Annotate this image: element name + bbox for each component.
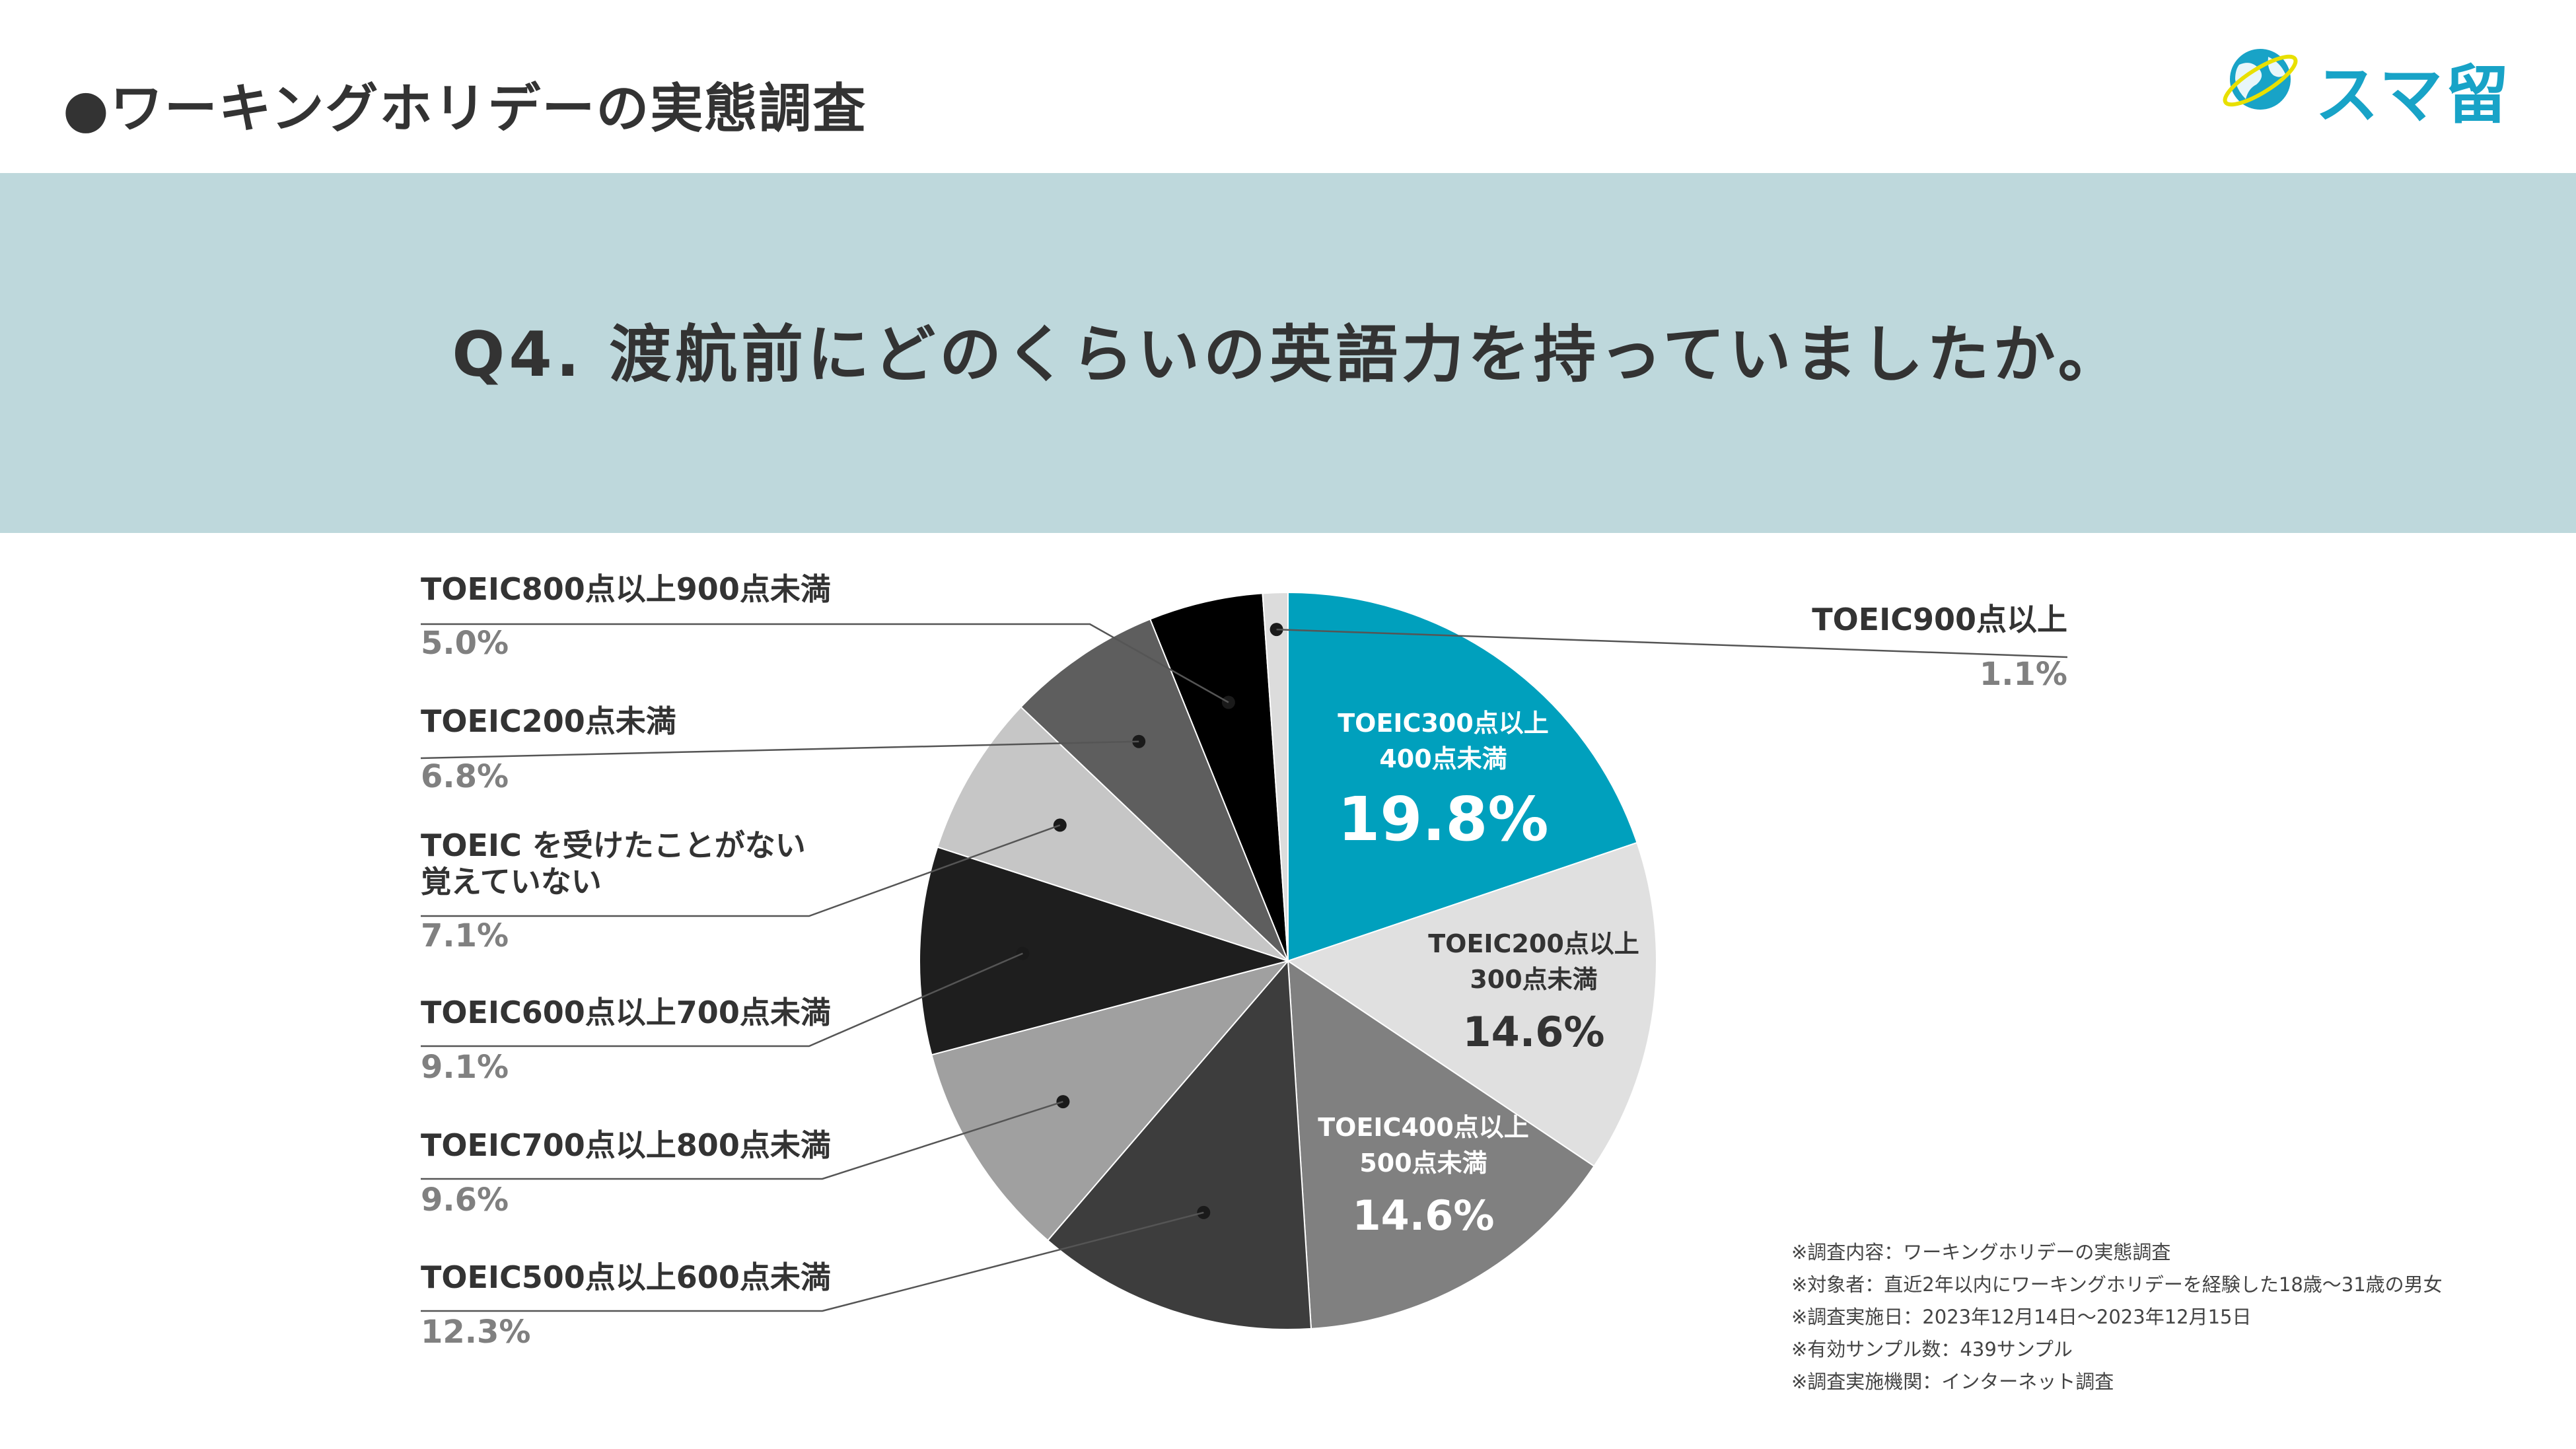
pie-slice-6 [937,706,1289,962]
callout-label-value-5: 9.1% [421,1049,509,1086]
callout-label-name-6: TOEIC を受けたことがない [421,828,806,863]
callout-label-name-9: TOEIC900点以上 [1812,602,2067,637]
slice-label-name-line2-0: 400点未満 [1379,744,1507,773]
pie-slice-5 [919,846,1291,1056]
note-agency: ※調査実施機関：インターネット調査 [1791,1370,2114,1393]
callout-label-name-4: TOEIC700点以上800点未満 [421,1127,831,1163]
question-banner: Q4. 渡航前にどのくらいの英語力を持っていましたか。 [0,173,2576,533]
callout-label-value-6: 7.1% [421,917,509,954]
slice-label-name-line2-1: 300点未満 [1470,965,1597,994]
note-target: ※対象者：直近2年以内にワーキングホリデーを経験した18歳〜31歳の男女 [1791,1273,2443,1296]
callout-line-7 [420,740,1139,760]
globe-icon [2223,49,2298,110]
brand-logo: スマ留 [2219,40,2523,132]
pie-slice-8 [1149,592,1289,962]
note-content: ※調査内容：ワーキングホリデーの実態調査 [1791,1241,2171,1263]
slice-label-name-2: TOEIC400点以上 [1318,1113,1529,1142]
pie-slice-9 [1262,591,1289,962]
callout-label-value-3: 12.3% [421,1314,531,1351]
callout-label-name-7: TOEIC200点未満 [421,703,676,739]
callout-label-value-4: 9.6% [421,1182,509,1219]
callout-line-9 [1276,628,2068,658]
slice-label-name-0: TOEIC300点以上 [1338,709,1549,738]
callout-line-3 [421,1211,1204,1312]
slice-label-name-1: TOEIC200点以上 [1428,929,1639,958]
logo-text: スマ留 [2315,58,2512,132]
slice-label-value-2: 14.6% [1352,1191,1494,1240]
pie-slice-3 [1046,959,1312,1330]
slice-label-value-0: 19.8% [1338,784,1548,855]
question-title: Q4. 渡航前にどのくらいの英語力を持っていましたか。 [452,319,2124,391]
pie-slice-4 [931,960,1290,1242]
page-title: ●ワーキングホリデーの実態調査 [63,78,867,139]
pie-slice-0 [1287,591,1638,962]
note-date: ※調査実施日：2023年12月14日〜2023年12月15日 [1791,1306,2252,1328]
callout-label-value-7: 6.8% [421,758,509,795]
survey-notes: ※調査内容：ワーキングホリデーの実態調査 ※対象者：直近2年以内にワーキングホリ… [1791,1236,2443,1398]
callout-line-8 [421,623,1229,703]
slice-label-value-1: 14.6% [1462,1008,1604,1056]
pie-slice-1 [1286,841,1657,1168]
callout-label-name-3: TOEIC500点以上600点未満 [421,1259,831,1295]
callout-line-6 [421,824,1061,917]
pie-slice-7 [1020,618,1289,962]
pie-slice-2 [1287,960,1595,1329]
callout-line-4 [421,1100,1063,1180]
slice-label-name-line2-2: 500点未満 [1359,1149,1487,1178]
callout-label-name-8: TOEIC800点以上900点未満 [421,571,831,607]
note-sample: ※有効サンプル数：439サンプル [1791,1338,2073,1361]
callout-line-5 [421,952,1023,1047]
callout-label-name-line2-6: 覚えていない [421,864,602,900]
callout-label-name-5: TOEIC600点以上700点未満 [421,995,831,1030]
callout-label-value-9: 1.1% [1980,656,2067,693]
callout-label-value-8: 5.0% [421,625,509,662]
